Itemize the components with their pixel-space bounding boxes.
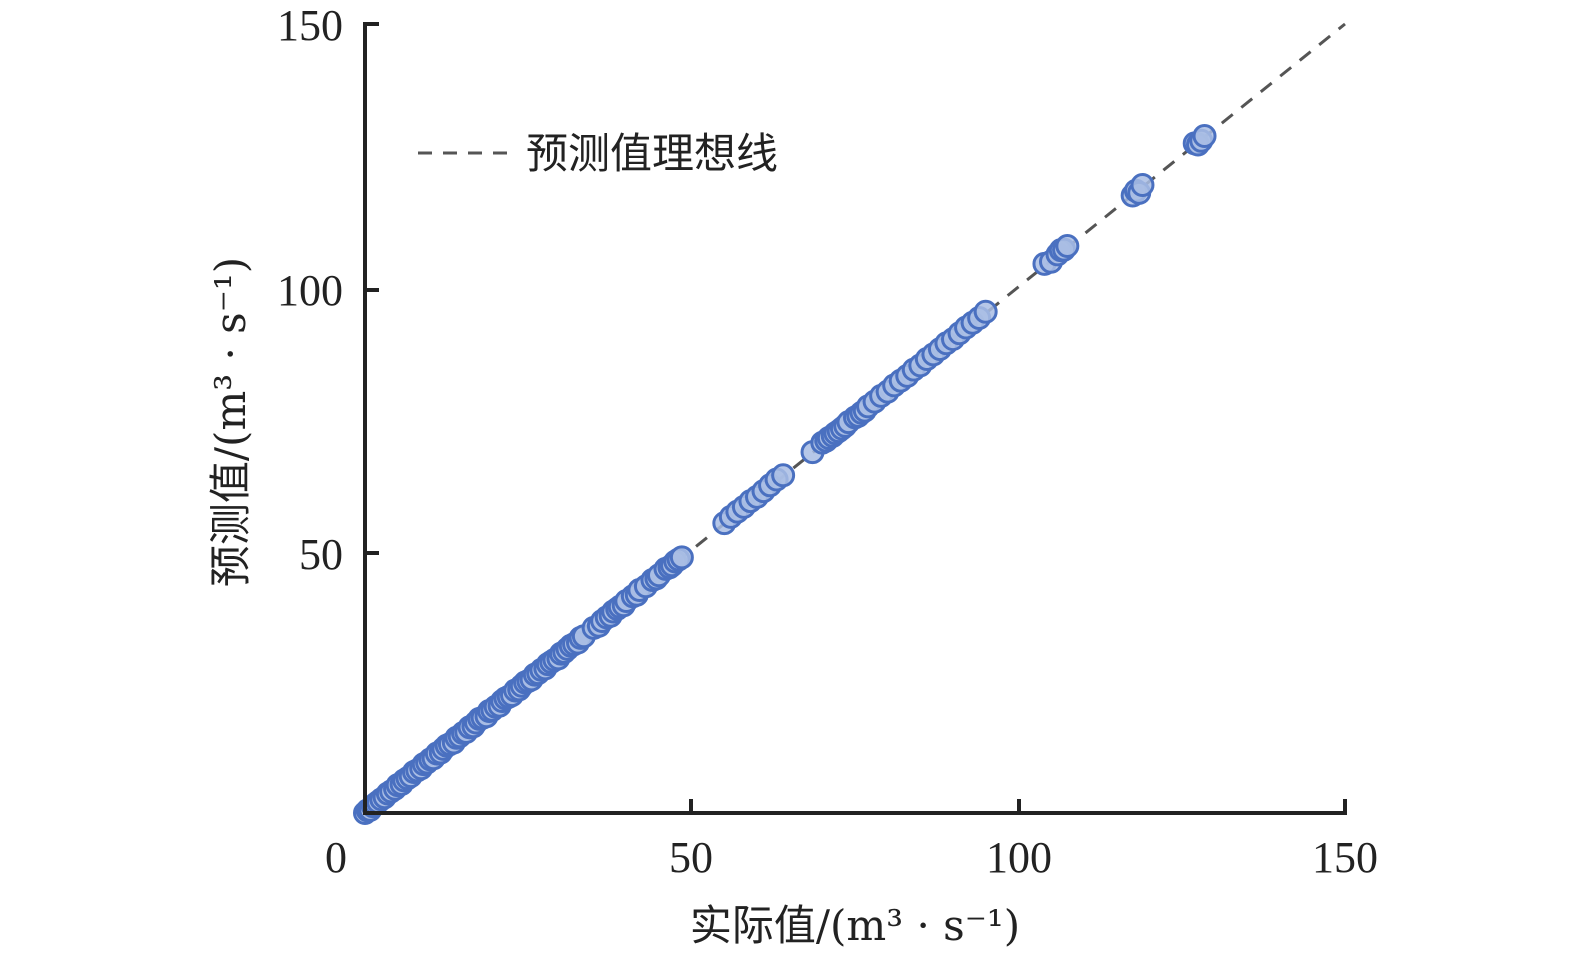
data-point: [771, 463, 796, 488]
y-tick-label-150: 150: [277, 1, 343, 50]
x-tick-label-0: 0: [325, 833, 347, 882]
x-tick-label-100: 100: [986, 833, 1052, 882]
data-points-layer: [353, 124, 1217, 825]
legend: 预测值理想线: [418, 129, 778, 178]
y-axis-title: 预测值/(m³ · s⁻¹): [206, 257, 255, 587]
legend-label: 预测值理想线: [526, 129, 778, 178]
data-point: [1130, 172, 1155, 197]
data-point: [973, 299, 998, 324]
x-tick-label-150: 150: [1312, 833, 1378, 882]
data-point: [1055, 233, 1080, 258]
x-tick-label-50: 50: [669, 833, 713, 882]
data-point: [669, 545, 694, 570]
x-axis-title: 实际值/(m³ · s⁻¹): [690, 901, 1020, 950]
axes: 150 100 50 0 50 100 150: [277, 1, 1378, 882]
y-tick-label-100: 100: [277, 266, 343, 315]
y-tick-label-50: 50: [299, 530, 343, 579]
data-point: [1192, 124, 1217, 149]
